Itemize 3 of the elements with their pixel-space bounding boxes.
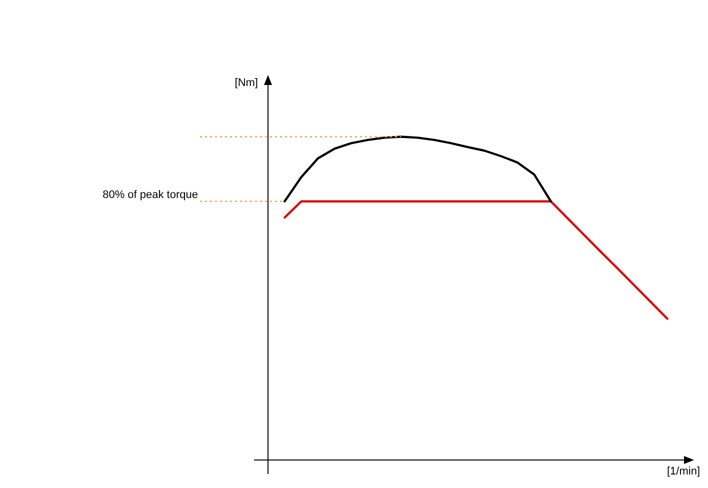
ref-line-label: 80% of peak torque — [102, 188, 198, 201]
y-axis-title: [Nm] — [234, 77, 258, 90]
x-axis-title: [1/min] — [666, 466, 700, 478]
